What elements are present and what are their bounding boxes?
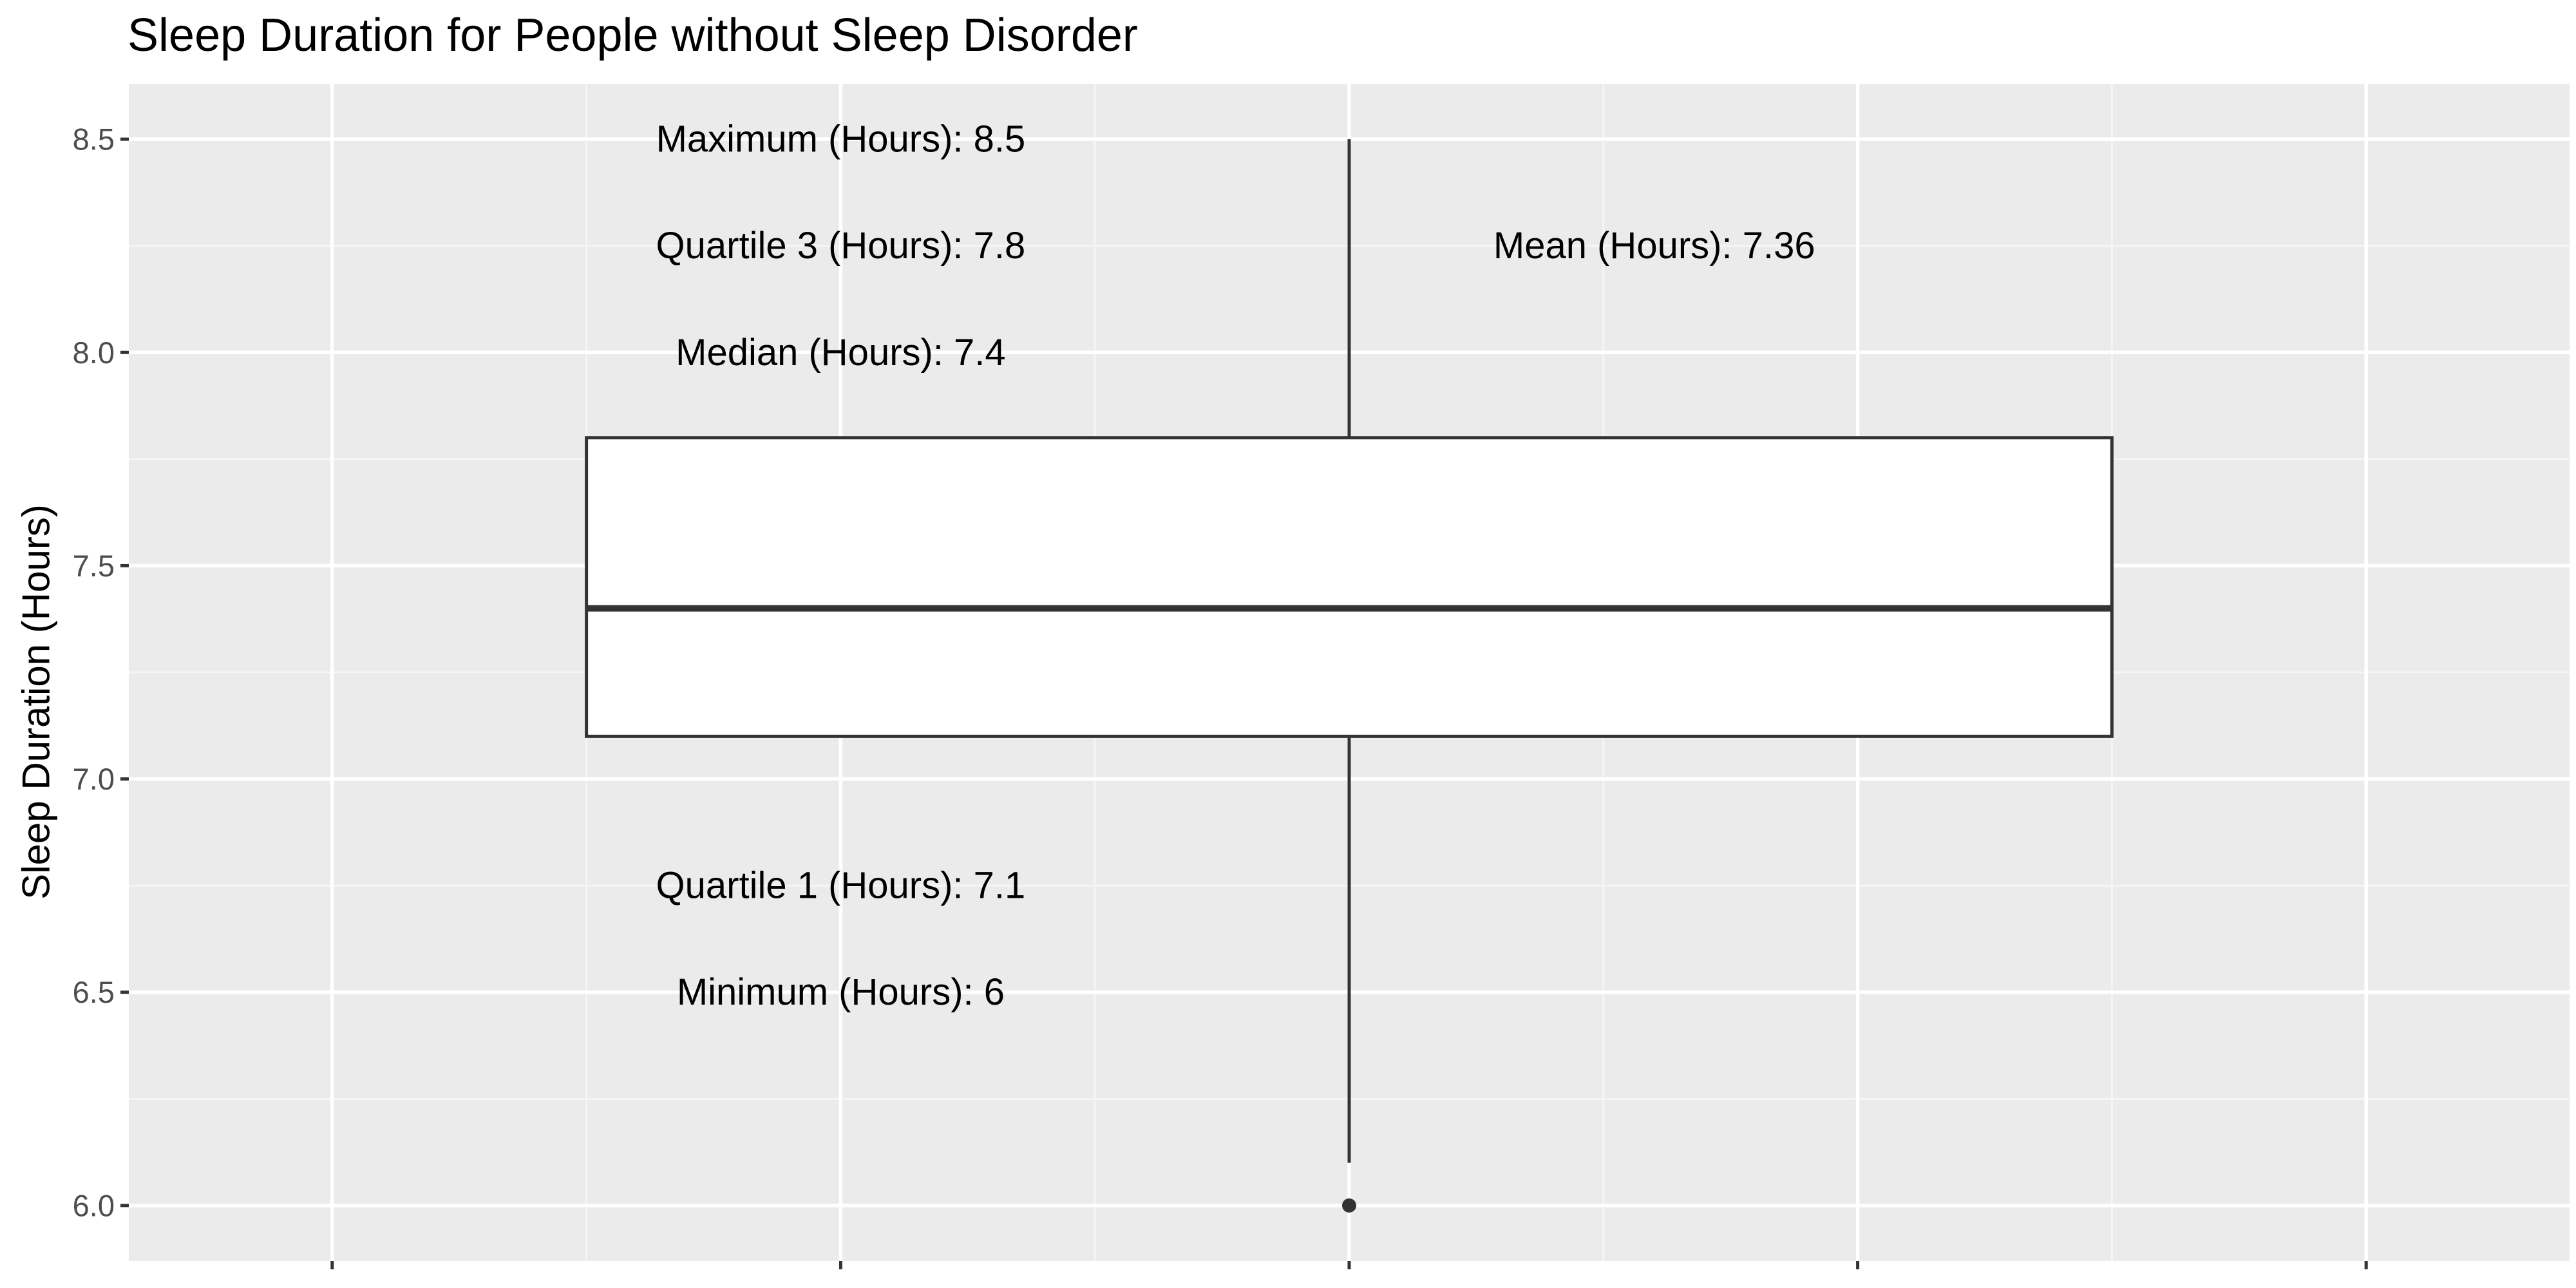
annotation-label: Maximum (Hours): 8.5 [656, 118, 1026, 160]
y-tick-label: 7.5 [73, 549, 115, 583]
chart-title: Sleep Duration for People without Sleep … [128, 10, 1138, 61]
box-body [585, 436, 2114, 738]
boxplot-series [585, 139, 2114, 1213]
axes: 6.0 6.5 7.0 7.5 8.0 8.5 [73, 122, 2368, 1269]
y-tick-label: 8.5 [73, 122, 115, 156]
annotation-label: Quartile 3 (Hours): 7.8 [656, 225, 1026, 267]
y-tick-label: 8.0 [73, 336, 115, 370]
annotations: Maximum (Hours): 8.5 Quartile 3 (Hours): … [656, 118, 1815, 1014]
y-tick-label: 6.5 [73, 975, 115, 1009]
outlier-point [1342, 1198, 1356, 1213]
annotation-label: Mean (Hours): 7.36 [1493, 225, 1815, 267]
y-tick-label: 7.0 [73, 762, 115, 796]
annotation-label: Minimum (Hours): 6 [677, 971, 1005, 1013]
annotation-label: Quartile 1 (Hours): 7.1 [656, 865, 1026, 907]
y-tick-label: 6.0 [73, 1188, 115, 1222]
annotation-label: Median (Hours): 7.4 [676, 332, 1006, 374]
